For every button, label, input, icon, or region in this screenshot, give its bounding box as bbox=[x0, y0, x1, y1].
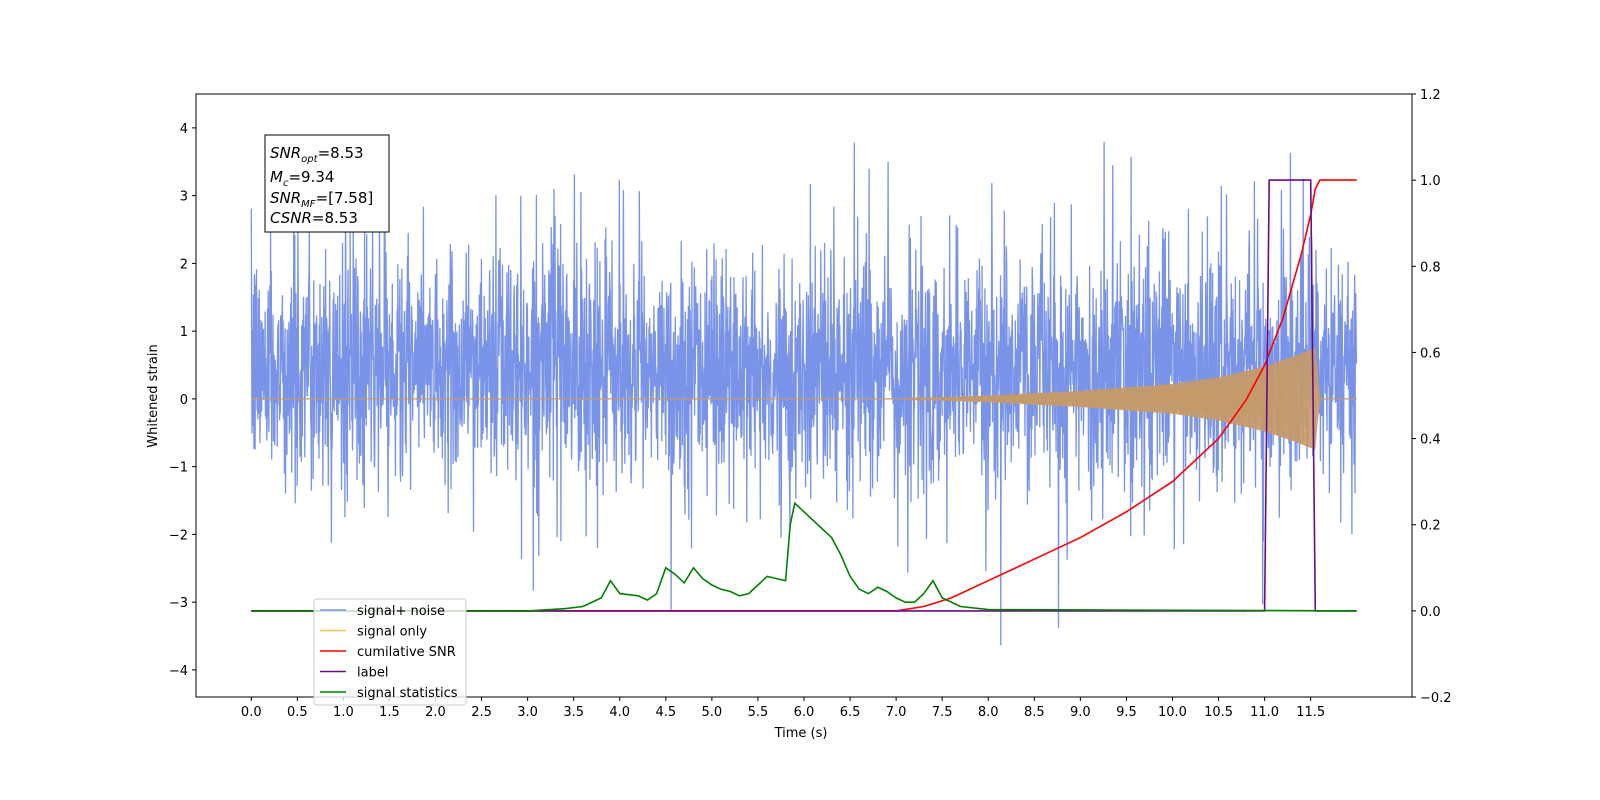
x-tick-label: 6.5 bbox=[840, 705, 861, 720]
y-axis-label: Whitened strain bbox=[146, 344, 161, 447]
x-tick-label: 9.5 bbox=[1116, 705, 1137, 720]
y-left-tick-label: 0 bbox=[180, 393, 188, 408]
annotation-mc: Mc=9.34 bbox=[270, 168, 334, 189]
x-tick-label: 6.0 bbox=[794, 705, 815, 720]
legend: signal+ noise signal only cumilative SNR la… bbox=[313, 598, 467, 706]
x-tick-label: 0.0 bbox=[241, 705, 262, 720]
x-tick-label: 2.5 bbox=[471, 705, 492, 720]
y-right-tick-label: 0.2 bbox=[1420, 519, 1441, 534]
x-tick-label: 9.0 bbox=[1070, 705, 1091, 720]
x-tick-label: 2.0 bbox=[425, 705, 446, 720]
y-left-tick-label: −2 bbox=[169, 528, 188, 543]
x-tick-label: 11.5 bbox=[1296, 705, 1325, 720]
series-signal-noise bbox=[250, 141, 1358, 646]
y-right-tick-label: 0.0 bbox=[1420, 605, 1441, 620]
annotation-snr-opt: SNRopt=8.53 bbox=[270, 144, 364, 165]
y-left-tick-label: 4 bbox=[180, 122, 188, 137]
x-tick-label: 11.0 bbox=[1250, 705, 1279, 720]
y-left-tick-label: −3 bbox=[169, 596, 188, 611]
y-right-tick-label: 1.0 bbox=[1420, 174, 1441, 189]
x-tick-label: 3.0 bbox=[517, 705, 538, 720]
x-tick-label: 8.0 bbox=[978, 705, 999, 720]
y-left-tick-label: −1 bbox=[169, 461, 188, 476]
x-tick-label: 1.0 bbox=[333, 705, 354, 720]
x-tick-label: 5.5 bbox=[748, 705, 769, 720]
x-tick-label: 8.5 bbox=[1024, 705, 1045, 720]
y-right-tick-label: 1.2 bbox=[1420, 88, 1441, 103]
legend-label: signal statistics bbox=[357, 686, 458, 701]
x-axis-label: Time (s) bbox=[774, 726, 828, 741]
series-signal-statistics bbox=[251, 501, 1357, 612]
x-tick-label: 4.5 bbox=[655, 705, 676, 720]
legend-label: signal+ noise bbox=[357, 604, 445, 619]
legend-label: signal only bbox=[357, 625, 427, 640]
y-right-tick-label: 0.8 bbox=[1420, 260, 1441, 275]
annotation-box: SNRopt=8.53 Mc=9.34 SNRMF=[7.58] CSNR=8.… bbox=[264, 134, 390, 233]
annotation-snr-mf: SNRMF=[7.58] bbox=[270, 189, 373, 210]
y-right-tick-label: 0.4 bbox=[1420, 433, 1441, 448]
y-left-tick-label: 2 bbox=[180, 257, 188, 272]
x-tick-label: 7.5 bbox=[932, 705, 953, 720]
x-tick-label: 7.0 bbox=[886, 705, 907, 720]
series-signal-only-envelope bbox=[251, 348, 1357, 450]
x-tick-label: 1.5 bbox=[379, 705, 400, 720]
y-left-tick-label: −4 bbox=[169, 664, 188, 679]
x-tick-label: 10.5 bbox=[1204, 705, 1233, 720]
x-tick-label: 5.0 bbox=[702, 705, 723, 720]
x-tick-label: 0.5 bbox=[287, 705, 308, 720]
x-tick-label: 3.5 bbox=[563, 705, 584, 720]
annotation-csnr: CSNR=8.53 bbox=[270, 209, 358, 227]
y-left-tick-label: 1 bbox=[180, 325, 188, 340]
x-tick-label: 4.0 bbox=[609, 705, 630, 720]
legend-label: cumilative SNR bbox=[357, 645, 456, 660]
y-left-tick-label: 3 bbox=[180, 190, 188, 205]
y-right-tick-label: 0.6 bbox=[1420, 346, 1441, 361]
legend-label: label bbox=[357, 666, 388, 681]
y-right-tick-label: −0.2 bbox=[1420, 691, 1452, 706]
x-tick-label: 10.0 bbox=[1158, 705, 1187, 720]
